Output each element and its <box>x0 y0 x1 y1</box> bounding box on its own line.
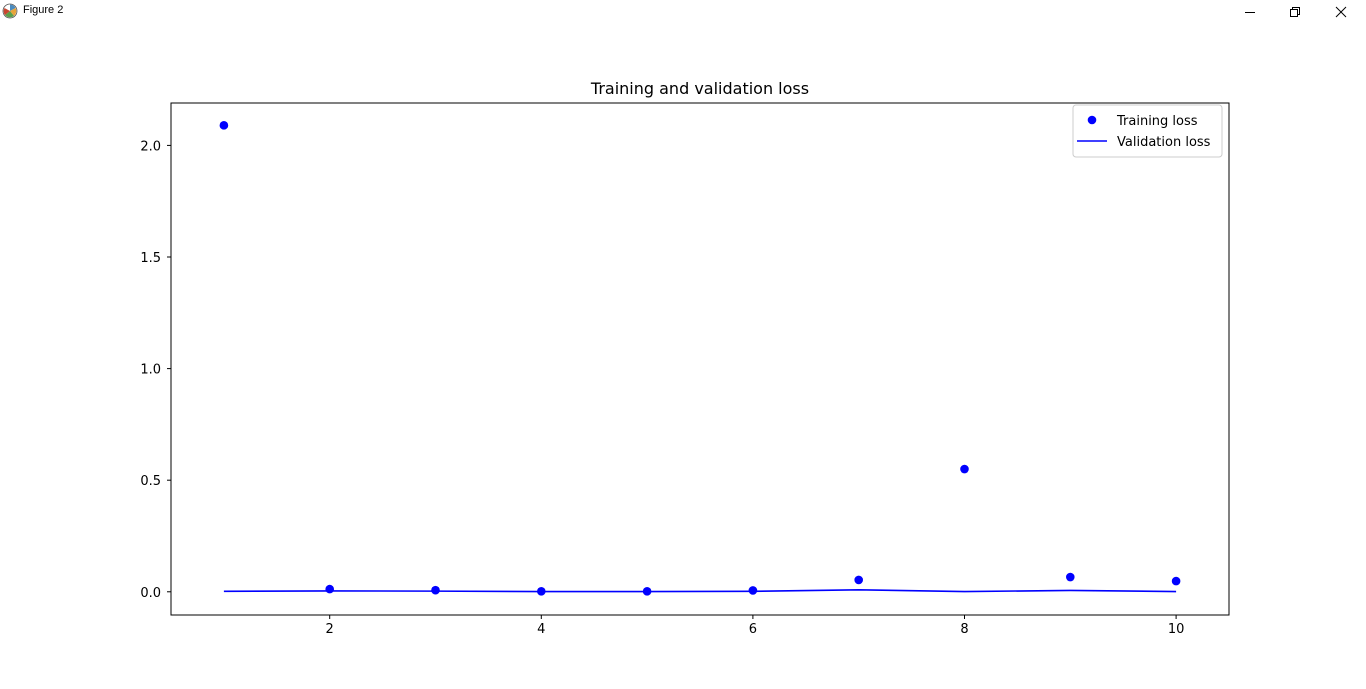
x-tick-label: 4 <box>537 622 545 637</box>
training-loss-point <box>325 584 335 594</box>
legend-label: Validation loss <box>1117 135 1211 150</box>
window-title: Figure 2 <box>23 4 64 16</box>
window-titlebar: Figure 2 <box>0 0 1366 24</box>
minimize-icon <box>1245 12 1255 13</box>
training-loss-point <box>1171 576 1181 586</box>
x-tick-label: 10 <box>1168 622 1185 637</box>
validation-loss-line <box>223 588 1177 593</box>
legend-marker-swatch <box>1087 115 1097 125</box>
training-loss-point <box>748 586 758 595</box>
training-loss-point <box>219 121 229 130</box>
axes-frame <box>170 102 1230 616</box>
figure-canvas: Training and validation loss 2 4 6 8 10 0.0 0.… <box>0 24 1366 689</box>
maximize-button[interactable] <box>1272 0 1318 24</box>
training-loss-point <box>431 585 440 595</box>
legend-box <box>1072 104 1223 158</box>
training-loss-point <box>960 464 969 474</box>
chart-title: Training and validation loss <box>590 79 809 98</box>
training-loss-point <box>1066 572 1075 582</box>
legend-label: Training loss <box>1116 114 1198 129</box>
legend: Training loss Validation loss <box>1072 104 1223 158</box>
y-tick-label: 0.0 <box>140 586 161 601</box>
close-button[interactable] <box>1318 0 1364 24</box>
minimize-button[interactable] <box>1227 0 1273 24</box>
matplotlib-icon <box>2 3 18 19</box>
y-tick-label: 0.5 <box>140 474 161 489</box>
training-loss-point <box>854 575 863 585</box>
y-tick-label: 1.5 <box>140 251 161 266</box>
close-icon <box>1335 6 1347 18</box>
x-tick-label: 6 <box>749 622 757 637</box>
loss-chart: Training and validation loss 2 4 6 8 10 0.0 0.… <box>140 79 1230 637</box>
y-tick-label: 2.0 <box>140 139 161 154</box>
x-tick-label: 2 <box>326 622 334 637</box>
maximize-icon <box>1290 7 1300 17</box>
x-tick-label: 8 <box>960 622 968 637</box>
y-tick-label: 1.0 <box>140 363 161 378</box>
